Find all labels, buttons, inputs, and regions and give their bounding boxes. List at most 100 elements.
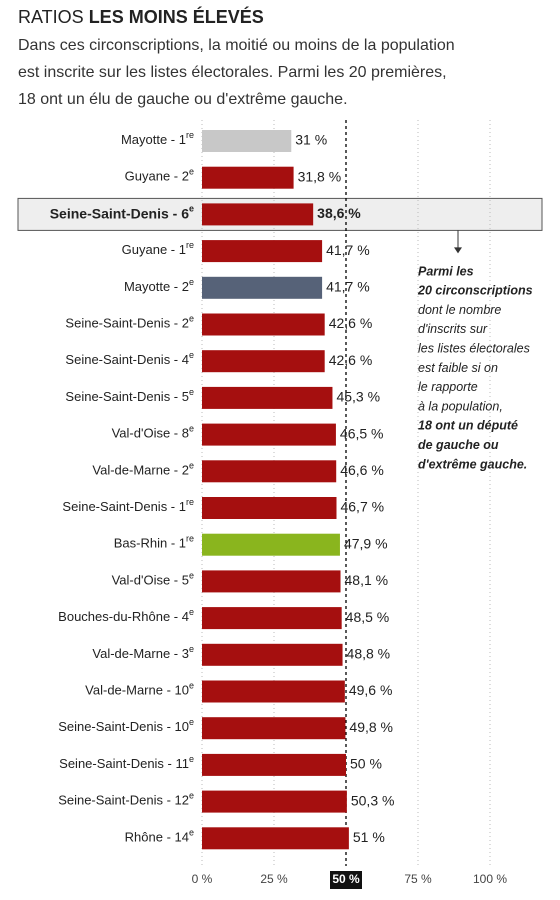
- category-superscript: re: [186, 497, 194, 507]
- annotation-line: d'inscrits sur: [418, 322, 488, 336]
- value-label: 47,9 %: [344, 535, 388, 551]
- category-name: Bas-Rhin - 1: [114, 536, 186, 551]
- bar: [202, 350, 325, 373]
- category-superscript: re: [186, 130, 194, 140]
- category-superscript: e: [189, 718, 194, 728]
- category-label: Seine-Saint-Denis - 4e: [65, 351, 194, 368]
- title-main: LES MOINS ÉLEVÉS: [89, 6, 264, 27]
- category-name: Val-d'Oise - 8: [112, 426, 189, 441]
- category-superscript: e: [189, 351, 194, 361]
- value-label: 46,5 %: [340, 425, 384, 441]
- annotation-line: est faible si on: [418, 361, 498, 375]
- x-tick-label: 25 %: [260, 872, 288, 886]
- value-label: 41,7 %: [326, 279, 370, 295]
- category-label: Val-de-Marne - 10e: [85, 681, 194, 698]
- category-superscript: e: [189, 461, 194, 471]
- category-name: Seine-Saint-Denis - 11: [59, 756, 189, 771]
- category-superscript: e: [189, 644, 194, 654]
- bar: [202, 607, 342, 630]
- bar: [202, 460, 337, 483]
- category-name: Rhône - 14: [125, 830, 189, 845]
- value-label: 50 %: [350, 756, 382, 772]
- value-label: 48,8 %: [347, 646, 391, 662]
- category-label: Mayotte - 1re: [121, 130, 194, 147]
- bar: [202, 827, 349, 850]
- category-label: Seine-Saint-Denis - 2e: [65, 314, 194, 331]
- subtitle-line: est inscrite sur les listes électorales.…: [18, 64, 447, 81]
- annotation-line: 18 ont un député: [418, 419, 518, 433]
- annotation-line: de gauche ou: [418, 438, 499, 452]
- category-name: Val-de-Marne - 2: [92, 463, 189, 478]
- title-prefix: RATIOS: [18, 7, 84, 27]
- category-label: Val-de-Marne - 2e: [92, 461, 194, 478]
- annotation-line: Parmi les: [418, 264, 474, 278]
- category-label: Bas-Rhin - 1re: [114, 534, 194, 551]
- category-label: Mayotte - 2e: [124, 277, 194, 294]
- tick-label-bg: [330, 871, 362, 889]
- value-label: 31 %: [295, 132, 327, 148]
- value-label: 41,7 %: [326, 242, 370, 258]
- bar: [202, 423, 336, 446]
- bar: [202, 313, 325, 336]
- category-label: Val-de-Marne - 3e: [92, 644, 194, 661]
- bar: [202, 130, 292, 152]
- category-label: Val-d'Oise - 8e: [112, 424, 194, 441]
- bar: [202, 203, 314, 226]
- annotation-line: dont le nombre: [418, 303, 501, 317]
- category-superscript: e: [189, 424, 194, 434]
- category-superscript: e: [189, 167, 194, 177]
- bar: [202, 753, 346, 776]
- bar: [202, 643, 343, 666]
- bar: [202, 680, 345, 703]
- category-name: Seine-Saint-Denis - 2: [65, 316, 189, 331]
- category-label: Seine-Saint-Denis - 6e: [50, 204, 194, 221]
- value-label: 45,3 %: [336, 389, 380, 405]
- category-superscript: e: [189, 607, 194, 617]
- category-superscript: e: [189, 387, 194, 397]
- category-superscript: e: [189, 204, 194, 214]
- category-superscript: re: [186, 534, 194, 544]
- category-label: Seine-Saint-Denis - 10e: [58, 718, 194, 735]
- bar: [202, 276, 323, 299]
- subtitle-line: 18 ont un élu de gauche ou d'extrême gau…: [18, 91, 348, 108]
- category-name: Seine-Saint-Denis - 5: [65, 389, 189, 404]
- bar: [202, 790, 347, 813]
- category-superscript: e: [189, 277, 194, 287]
- category-name: Guyane - 2: [125, 169, 189, 184]
- x-tick-label: 0 %: [192, 872, 213, 886]
- category-name: Seine-Saint-Denis - 4: [65, 353, 189, 368]
- annotation-line: 20 circonscriptions: [417, 284, 533, 298]
- category-name: Seine-Saint-Denis - 1: [62, 499, 186, 514]
- category-label: Seine-Saint-Denis - 11e: [59, 754, 194, 771]
- value-label: 48,5 %: [346, 609, 390, 625]
- value-label: 51 %: [353, 829, 385, 845]
- bar: [202, 386, 333, 409]
- category-superscript: e: [189, 828, 194, 838]
- bar: [202, 717, 346, 740]
- category-label: Val-d'Oise - 5e: [112, 571, 194, 588]
- value-label: 46,7 %: [340, 499, 384, 515]
- annotation-line: le rapporte: [418, 380, 478, 394]
- x-tick-label: 75 %: [404, 872, 432, 886]
- category-name: Val-de-Marne - 3: [92, 646, 189, 661]
- category-name: Seine-Saint-Denis - 10: [58, 720, 189, 735]
- bar: [202, 166, 294, 189]
- bar: [202, 533, 340, 556]
- annotation-line: d'extrême gauche.: [418, 457, 527, 471]
- value-label: 42,6 %: [329, 315, 373, 331]
- bar: [202, 240, 323, 263]
- category-superscript: e: [189, 314, 194, 324]
- category-label: Seine-Saint-Denis - 5e: [65, 387, 194, 404]
- category-superscript: e: [189, 754, 194, 764]
- category-label: Guyane - 1re: [122, 240, 194, 257]
- category-name: Guyane - 1: [122, 243, 186, 258]
- annotation-line: les listes électorales: [418, 341, 530, 355]
- bar: [202, 497, 337, 519]
- category-label: Seine-Saint-Denis - 12e: [58, 791, 194, 808]
- category-name: Mayotte - 1: [121, 132, 186, 147]
- category-name: Val-d'Oise - 5: [112, 573, 189, 588]
- chart-title: RATIOS LES MOINS ÉLEVÉS: [18, 6, 264, 27]
- category-name: Bouches-du-Rhône - 4: [58, 610, 189, 625]
- category-label: Guyane - 2e: [125, 167, 194, 184]
